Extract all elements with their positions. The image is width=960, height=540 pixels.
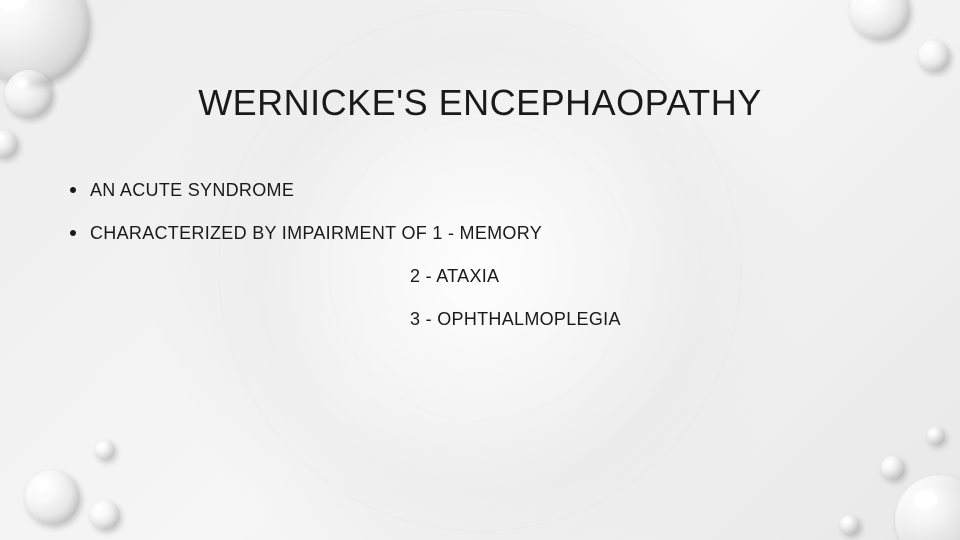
water-drop-decoration: [895, 475, 960, 540]
slide: WERNICKE'S ENCEPHAOPATHY AN ACUTE SYNDRO…: [0, 0, 960, 540]
water-drop-decoration: [95, 440, 115, 460]
slide-title: WERNICKE'S ENCEPHAOPATHY: [0, 82, 960, 124]
water-drop-decoration: [850, 0, 910, 40]
water-drop-decoration: [90, 500, 120, 530]
bullet-text: AN ACUTE SYNDROME: [90, 180, 294, 201]
water-drop-decoration: [881, 456, 905, 480]
bullet-dot-icon: [70, 230, 76, 236]
water-drop-decoration: [0, 130, 18, 158]
bullet-item: AN ACUTE SYNDROME: [70, 180, 900, 201]
water-drop-decoration: [918, 40, 950, 72]
slide-body: AN ACUTE SYNDROME CHARACTERIZED BY IMPAI…: [70, 180, 900, 352]
bullet-text: CHARACTERIZED BY IMPAIRMENT OF 1 - MEMOR…: [90, 223, 542, 244]
sub-line-text: 3 - OPHTHALMOPLEGIA: [410, 309, 900, 330]
bullet-dot-icon: [70, 187, 76, 193]
water-drop-decoration: [25, 470, 80, 525]
bullet-item: CHARACTERIZED BY IMPAIRMENT OF 1 - MEMOR…: [70, 223, 900, 244]
water-drop-decoration: [0, 0, 90, 85]
water-drop-decoration: [840, 515, 860, 535]
water-drop-decoration: [927, 427, 945, 445]
sub-line-text: 2 - ATAXIA: [410, 266, 900, 287]
